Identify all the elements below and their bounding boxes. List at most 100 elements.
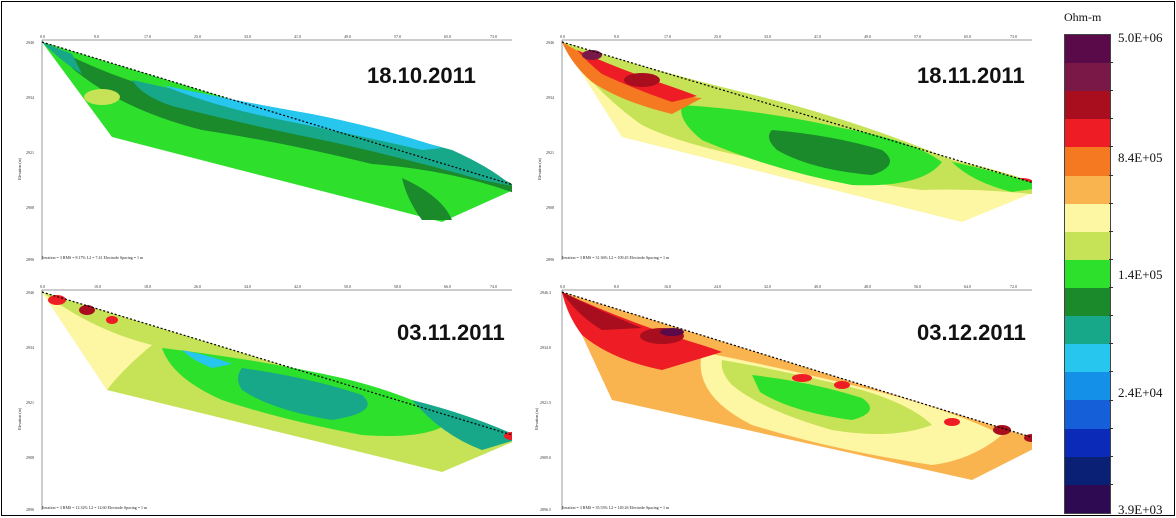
legend-swatch bbox=[1065, 63, 1110, 92]
legend-tick bbox=[1109, 343, 1113, 345]
legend-tick bbox=[1109, 287, 1113, 289]
legend-value-label: 2.4E+04 bbox=[1118, 385, 1163, 400]
x-tick-label: 74.0 bbox=[490, 284, 497, 289]
y-axis-label: Elevation (m) bbox=[17, 157, 22, 180]
legend-tick bbox=[1109, 258, 1113, 260]
legend-value-label: 8.4E+05 bbox=[1118, 150, 1163, 165]
x-tick-label: 57.0 bbox=[914, 34, 921, 39]
x-tick-label: 0.0 bbox=[40, 284, 45, 289]
legend-swatch bbox=[1065, 372, 1110, 401]
legend-swatch bbox=[1065, 400, 1110, 429]
legend-tick bbox=[1109, 315, 1113, 317]
y-tick-label: 2946.3 bbox=[540, 290, 551, 295]
section-panel-2: 18.11.2011 2946 2934 2921 2908 2896 Elev… bbox=[532, 10, 1032, 262]
y-tick-label: 2946 bbox=[26, 290, 34, 295]
y-tick-label: 2908 bbox=[26, 455, 34, 460]
inversion-stats: Iteration = 3 RMS = 35.53% L2 = 149.26 E… bbox=[562, 505, 670, 510]
x-tick-label: 0.0 bbox=[40, 34, 45, 39]
legend-tick bbox=[1109, 483, 1113, 485]
legend-tick bbox=[1109, 230, 1113, 232]
y-tick-label: 2909.0 bbox=[540, 455, 551, 460]
legend-swatch bbox=[1065, 91, 1110, 120]
legend-swatch bbox=[1065, 259, 1110, 288]
y-tick-label: 2921 bbox=[26, 400, 34, 405]
y-tick-label: 2934 bbox=[546, 95, 554, 100]
section-panel-1: 18.10.2011 2940 2934 2921 2908 2896 Elev… bbox=[12, 10, 512, 262]
y-tick-label: 2896.5 bbox=[540, 507, 551, 512]
x-tick-label: 41.0 bbox=[294, 34, 301, 39]
x-tick-label: 10.0 bbox=[94, 284, 101, 289]
x-tick-label: 33.0 bbox=[764, 34, 771, 39]
section-panel-3: 03.11.2011 2946 2934 2921 2908 2896 Elev… bbox=[12, 260, 512, 512]
inversion-stats: Iteration = 3 RMS = 8.17% L2 = 7.41 Elec… bbox=[42, 255, 144, 260]
legend-tick bbox=[1109, 174, 1113, 176]
legend-swatch bbox=[1065, 231, 1110, 260]
legend-swatch bbox=[1065, 484, 1110, 513]
y-tick-label: 2946 bbox=[546, 40, 554, 45]
x-tick-label: 25.0 bbox=[194, 34, 201, 39]
legend-tick bbox=[1109, 62, 1113, 64]
survey-date: 03.12.2011 bbox=[917, 320, 1026, 345]
legend-tick bbox=[1109, 146, 1113, 148]
x-tick-label: 9.0 bbox=[94, 34, 99, 39]
legend-swatch bbox=[1065, 456, 1110, 485]
resistivity-section-2 bbox=[561, 39, 1032, 260]
legend-value-label: 1.4E+05 bbox=[1118, 267, 1163, 282]
x-tick-label: 73.0 bbox=[490, 34, 497, 39]
x-tick-label: 57.0 bbox=[394, 34, 401, 39]
x-tick-label: 0.0 bbox=[560, 284, 565, 289]
legend-value-label: 3.9E+03 bbox=[1118, 502, 1163, 517]
legend-swatch bbox=[1065, 287, 1110, 317]
legend-tick bbox=[1109, 427, 1113, 429]
resistivity-section-3 bbox=[41, 289, 512, 510]
x-tick-label: 66.0 bbox=[444, 284, 451, 289]
x-tick-label: 32.0 bbox=[764, 284, 771, 289]
inversion-stats: Iteration = 3 RMS = 31.36% L2 = 109.45 E… bbox=[562, 255, 670, 260]
legend-swatch bbox=[1065, 147, 1110, 176]
y-axis-label: Elevation (m) bbox=[17, 407, 22, 430]
y-tick-label: 2896 bbox=[26, 507, 34, 512]
legend-color-bar bbox=[1064, 34, 1111, 514]
x-tick-label: 65.0 bbox=[964, 34, 971, 39]
x-tick-label: 73.0 bbox=[1010, 34, 1017, 39]
legend-swatch bbox=[1065, 35, 1110, 64]
legend-tick bbox=[1109, 399, 1113, 401]
y-axis-label: Elevation (m) bbox=[534, 407, 539, 430]
x-tick-label: 24.0 bbox=[714, 284, 721, 289]
x-tick-label: 8.0 bbox=[614, 284, 619, 289]
legend-value-label: 5.0E+06 bbox=[1118, 30, 1163, 45]
x-tick-label: 64.0 bbox=[964, 284, 971, 289]
x-tick-label: 25.0 bbox=[714, 34, 721, 39]
x-tick-label: 50.0 bbox=[344, 284, 351, 289]
y-tick-label: 2921 bbox=[26, 150, 34, 155]
legend-swatch bbox=[1065, 119, 1110, 148]
y-tick-label: 2896 bbox=[26, 257, 34, 262]
legend-unit: Ohm-m bbox=[1064, 10, 1102, 24]
legend-tick bbox=[1109, 118, 1113, 120]
y-axis-label: Elevation (m) bbox=[537, 157, 542, 180]
legend-swatch bbox=[1065, 344, 1110, 373]
legend-tick bbox=[1109, 90, 1113, 92]
resistivity-section-4 bbox=[561, 289, 1032, 510]
x-tick-label: 58.0 bbox=[394, 284, 401, 289]
x-tick-label: 33.0 bbox=[244, 34, 251, 39]
x-tick-label: 48.0 bbox=[864, 284, 871, 289]
legend-swatch bbox=[1065, 316, 1110, 345]
y-tick-label: 2934 bbox=[26, 95, 34, 100]
x-tick-label: 17.0 bbox=[664, 34, 671, 39]
y-tick-label: 2934.0 bbox=[540, 345, 551, 350]
inversion-stats: Iteration = 3 RMS = 12.32% L2 = 14.60 El… bbox=[42, 505, 148, 510]
x-tick-label: 40.0 bbox=[814, 284, 821, 289]
legend-tick bbox=[1109, 371, 1113, 373]
y-tick-label: 2921 bbox=[546, 150, 554, 155]
y-tick-label: 2908 bbox=[546, 205, 554, 210]
x-tick-label: 49.0 bbox=[344, 34, 351, 39]
x-tick-label: 34.0 bbox=[244, 284, 251, 289]
survey-date: 03.11.2011 bbox=[397, 320, 505, 345]
x-tick-label: 41.0 bbox=[814, 34, 821, 39]
x-tick-label: 65.0 bbox=[444, 34, 451, 39]
x-tick-label: 42.0 bbox=[294, 284, 301, 289]
x-tick-label: 16.0 bbox=[664, 284, 671, 289]
y-tick-label: 2934 bbox=[26, 345, 34, 350]
